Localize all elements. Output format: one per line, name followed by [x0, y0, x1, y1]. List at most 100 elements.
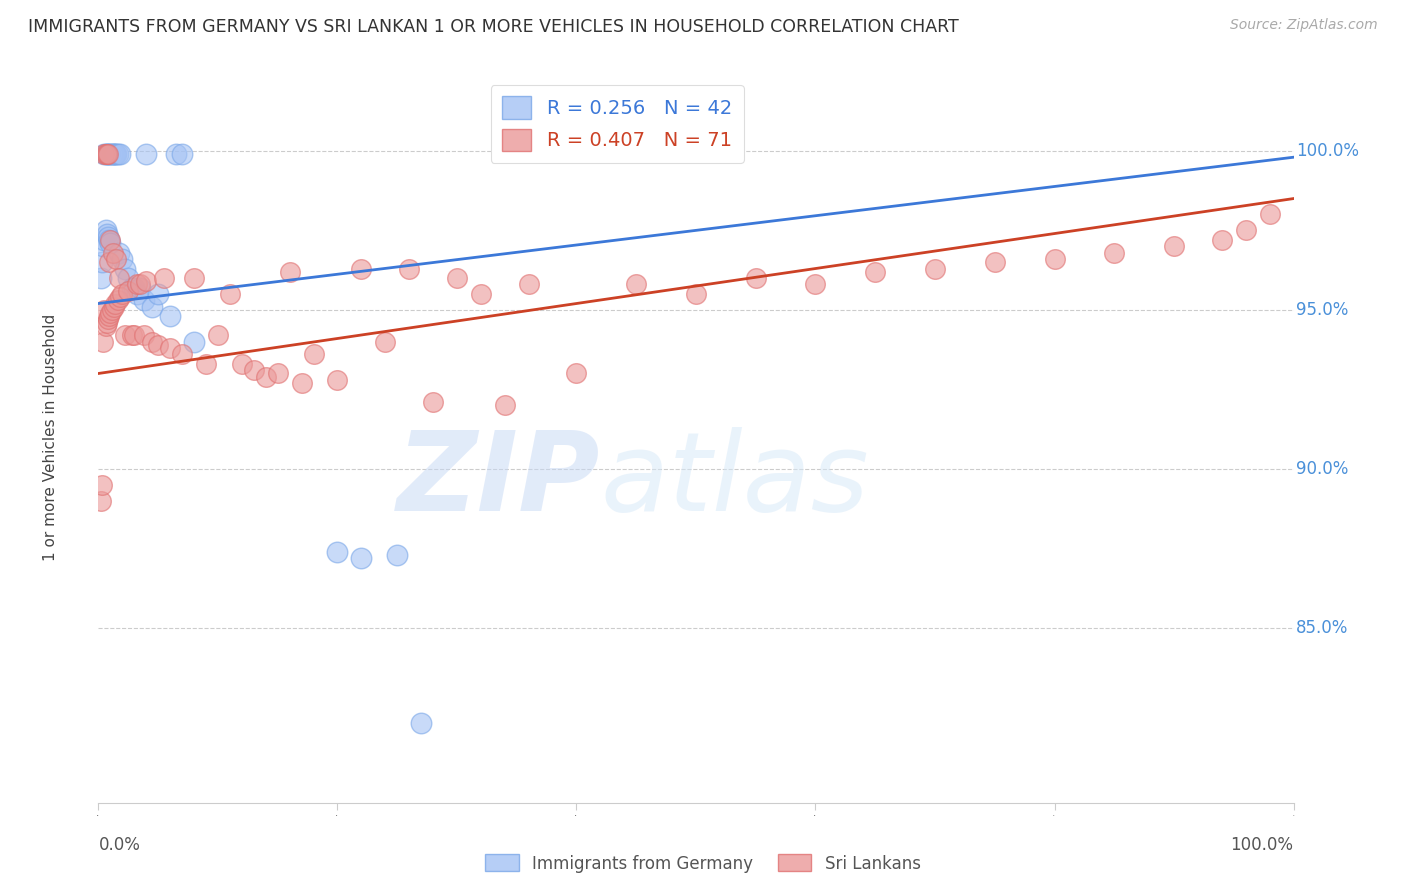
- Legend: Immigrants from Germany, Sri Lankans: Immigrants from Germany, Sri Lankans: [478, 847, 928, 880]
- Point: [141, 300, 163, 314]
- Point: [105, 147, 128, 161]
- Point: [148, 287, 170, 301]
- Point: [132, 328, 155, 343]
- Point: [100, 147, 122, 161]
- Text: 0.0%: 0.0%: [98, 836, 141, 854]
- Point: [165, 147, 187, 161]
- Point: [91, 334, 114, 349]
- Text: 1 or more Vehicles in Household: 1 or more Vehicles in Household: [44, 313, 58, 561]
- Point: [685, 287, 707, 301]
- Point: [94, 318, 117, 333]
- Point: [107, 293, 129, 308]
- Point: [93, 147, 115, 161]
- Text: ZIP: ZIP: [396, 427, 600, 534]
- Text: 95.0%: 95.0%: [1296, 301, 1348, 318]
- Point: [865, 265, 887, 279]
- Point: [565, 367, 588, 381]
- Point: [153, 271, 176, 285]
- Point: [172, 347, 194, 361]
- Point: [107, 147, 129, 161]
- Point: [103, 147, 125, 161]
- Point: [98, 233, 122, 247]
- Point: [243, 363, 266, 377]
- Point: [114, 328, 136, 343]
- Point: [111, 252, 134, 266]
- Point: [98, 236, 122, 251]
- Point: [91, 239, 114, 253]
- Point: [98, 147, 121, 161]
- Point: [446, 271, 468, 285]
- Point: [125, 277, 148, 292]
- Point: [517, 277, 540, 292]
- Point: [105, 252, 128, 266]
- Point: [398, 261, 420, 276]
- Point: [278, 265, 301, 279]
- Point: [141, 334, 163, 349]
- Text: atlas: atlas: [600, 427, 869, 534]
- Point: [117, 271, 139, 285]
- Point: [94, 223, 117, 237]
- Point: [350, 550, 373, 565]
- Point: [159, 341, 181, 355]
- Point: [101, 147, 124, 161]
- Point: [125, 287, 148, 301]
- Point: [93, 147, 115, 161]
- Point: [195, 357, 218, 371]
- Point: [97, 147, 120, 161]
- Point: [108, 147, 131, 161]
- Point: [1104, 245, 1126, 260]
- Point: [91, 477, 114, 491]
- Text: Source: ZipAtlas.com: Source: ZipAtlas.com: [1230, 18, 1378, 32]
- Point: [254, 369, 277, 384]
- Point: [98, 306, 122, 320]
- Text: 100.0%: 100.0%: [1230, 836, 1294, 854]
- Point: [350, 261, 373, 276]
- Point: [183, 334, 205, 349]
- Point: [104, 147, 127, 161]
- Point: [98, 147, 122, 161]
- Text: 90.0%: 90.0%: [1296, 460, 1348, 478]
- Point: [93, 302, 115, 317]
- Point: [183, 271, 205, 285]
- Point: [924, 261, 946, 276]
- Point: [745, 271, 768, 285]
- Point: [98, 310, 121, 324]
- Point: [1043, 252, 1066, 266]
- Point: [124, 328, 146, 343]
- Point: [97, 147, 120, 161]
- Point: [219, 287, 242, 301]
- Point: [135, 147, 157, 161]
- Point: [326, 544, 349, 558]
- Point: [97, 312, 120, 326]
- Point: [129, 280, 152, 294]
- Point: [411, 716, 433, 731]
- Point: [104, 296, 127, 310]
- Text: 100.0%: 100.0%: [1296, 142, 1360, 160]
- Point: [107, 271, 129, 285]
- Point: [1211, 233, 1233, 247]
- Point: [159, 310, 181, 324]
- Point: [97, 229, 120, 244]
- Point: [103, 300, 125, 314]
- Point: [124, 280, 146, 294]
- Text: IMMIGRANTS FROM GERMANY VS SRI LANKAN 1 OR MORE VEHICLES IN HOUSEHOLD CORRELATIO: IMMIGRANTS FROM GERMANY VS SRI LANKAN 1 …: [28, 18, 959, 36]
- Point: [93, 233, 115, 247]
- Point: [98, 255, 121, 269]
- Text: 85.0%: 85.0%: [1296, 619, 1348, 637]
- Point: [96, 227, 118, 241]
- Point: [129, 277, 152, 292]
- Point: [172, 147, 194, 161]
- Point: [148, 338, 170, 352]
- Point: [626, 277, 648, 292]
- Legend: R = 0.256   N = 42, R = 0.407   N = 71: R = 0.256 N = 42, R = 0.407 N = 71: [491, 85, 744, 162]
- Point: [374, 334, 396, 349]
- Point: [96, 316, 118, 330]
- Point: [100, 302, 122, 317]
- Point: [132, 293, 155, 308]
- Point: [1234, 223, 1257, 237]
- Point: [94, 147, 117, 161]
- Point: [91, 255, 114, 269]
- Point: [494, 398, 516, 412]
- Point: [291, 376, 314, 390]
- Point: [114, 261, 136, 276]
